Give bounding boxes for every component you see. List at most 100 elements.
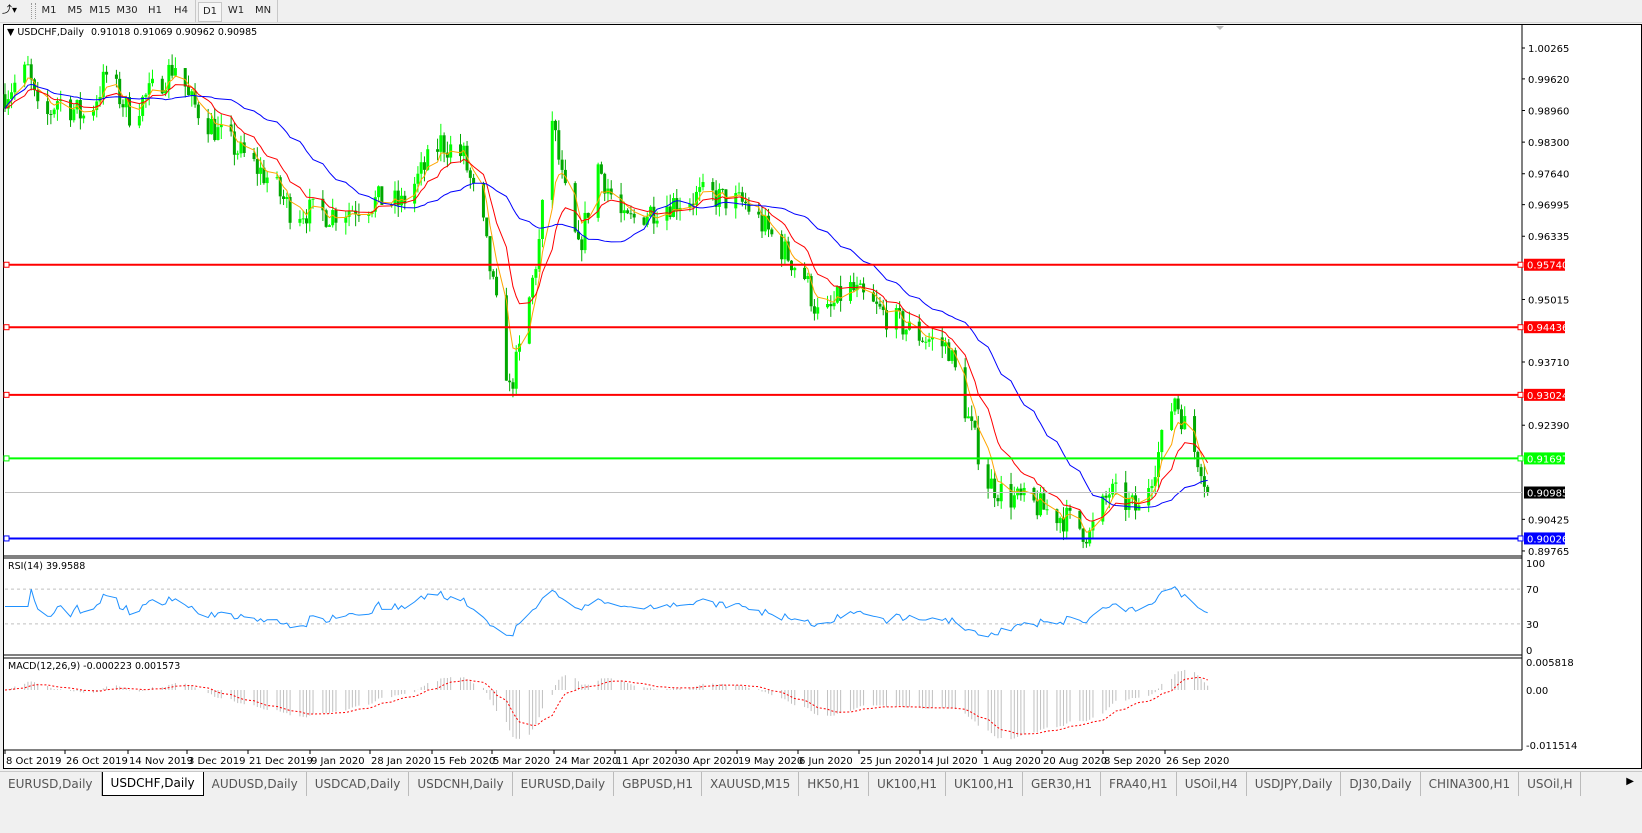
chart-tab[interactable]: XAUUSD,M15 — [702, 772, 800, 796]
candle-body — [583, 212, 587, 251]
chart-tab[interactable]: EURUSD,Daily — [0, 772, 102, 796]
candle-body — [767, 215, 771, 230]
timeframe-m15[interactable]: M15 — [89, 5, 111, 16]
candle-body — [668, 206, 672, 217]
chart-tab[interactable]: UK100,H1 — [869, 772, 946, 796]
candle-body — [665, 206, 669, 221]
timeframe-d1[interactable]: D1 — [198, 2, 222, 22]
candle-body — [75, 100, 79, 110]
candle-body — [491, 271, 495, 277]
candle-body — [950, 350, 954, 361]
timeframe-w1[interactable]: W1 — [227, 5, 245, 16]
candle-body — [1130, 495, 1134, 499]
chart-window[interactable] — [3, 24, 1642, 769]
time-axis-label: 26 Oct 2019 — [66, 756, 128, 767]
chart-tab[interactable]: USOil,H — [1519, 772, 1582, 796]
timeframe-m5[interactable]: M5 — [67, 5, 83, 16]
price-axis-label: 0.93710 — [1528, 358, 1569, 369]
candle-body — [1101, 495, 1105, 522]
candle-body — [23, 64, 27, 83]
candle-body — [367, 214, 371, 216]
candle-body — [481, 183, 485, 218]
draw-tools-icon[interactable]: ⤴▾ — [2, 5, 18, 16]
price-level-label: 0.94436 — [1527, 323, 1568, 334]
candle-body — [403, 195, 407, 204]
chart-tab[interactable]: GER30,H1 — [1023, 772, 1101, 796]
candle-body — [393, 190, 397, 205]
chart-tab[interactable]: FRA40,H1 — [1101, 772, 1177, 796]
candle-body — [816, 307, 820, 314]
candle-body — [1176, 398, 1180, 410]
chart-canvas[interactable]: 1.00265 0.99620 0.98960 0.98300 0.97640 0.969… — [0, 0, 1642, 770]
candle-body — [173, 68, 177, 76]
candle-body — [82, 115, 86, 119]
line-handle — [1517, 455, 1524, 462]
candle-body — [531, 277, 535, 298]
chart-tab[interactable]: DJ30,Daily — [1341, 772, 1421, 796]
chart-tab[interactable]: USDCNH,Daily — [409, 772, 513, 796]
candle-body — [537, 238, 541, 270]
candle-body — [655, 220, 659, 224]
rsi-axis-label: 70 — [1526, 585, 1539, 596]
timeframe-m1[interactable]: M1 — [41, 5, 57, 16]
price-axis-label: 0.96335 — [1528, 232, 1569, 243]
chart-tab[interactable]: UK100,H1 — [946, 772, 1023, 796]
candle-body — [46, 101, 50, 115]
candle-body — [619, 194, 623, 214]
chart-tab[interactable]: EURUSD,Daily — [513, 772, 615, 796]
candle-body — [970, 416, 974, 421]
candle-body — [645, 216, 649, 225]
toolbar-grip[interactable] — [31, 3, 36, 19]
collapse-triangle-icon[interactable]: ▼ — [7, 27, 15, 38]
candle-body — [540, 199, 544, 239]
candle-body — [881, 306, 885, 311]
candle-body — [413, 183, 417, 204]
chart-tab[interactable]: USDJPY,Daily — [1247, 772, 1342, 796]
price-label-box — [1524, 532, 1565, 545]
candle-body — [875, 301, 879, 304]
candle-body — [626, 210, 630, 214]
chart-tab[interactable]: CHINA300,H1 — [1421, 772, 1520, 796]
candle-body — [10, 92, 14, 100]
candle-body — [989, 478, 993, 489]
candle-body — [580, 239, 584, 251]
candle-body — [344, 216, 348, 223]
chart-tab[interactable]: USDCHF,Daily — [101, 772, 204, 796]
candle-body — [416, 173, 420, 184]
candle-body — [262, 167, 266, 184]
candle-body — [426, 149, 430, 170]
candle-body — [504, 295, 508, 381]
chart-tab[interactable]: GBPUSD,H1 — [614, 772, 702, 796]
chart-tab[interactable]: HK50,H1 — [799, 772, 869, 796]
candle-body — [59, 99, 63, 102]
scroll-right-icon[interactable]: ▶ — [1626, 776, 1634, 787]
timeframe-h4[interactable]: H4 — [174, 5, 188, 16]
candle-body — [334, 210, 338, 223]
candle-body — [52, 109, 56, 115]
chart-tab[interactable]: USOil,H4 — [1177, 772, 1247, 796]
candle-body — [599, 164, 603, 174]
time-axis-label: 21 Dec 2019 — [249, 756, 313, 767]
candle-body — [3, 94, 7, 109]
candle-body — [105, 71, 109, 75]
candle-body — [1016, 488, 1020, 496]
candle-body — [327, 225, 331, 227]
chart-tab[interactable]: USDCAD,Daily — [307, 772, 410, 796]
candle-body — [1147, 488, 1151, 506]
candle-body — [921, 340, 925, 342]
timeframe-m30[interactable]: M30 — [116, 5, 138, 16]
candle-body — [193, 91, 197, 105]
candle-body — [826, 304, 830, 308]
macd-axis-label: -0.011514 — [1526, 741, 1577, 752]
candle-body — [265, 177, 269, 184]
candle-body — [69, 99, 73, 121]
time-axis-label: 5 Mar 2020 — [493, 756, 550, 767]
chart-tab[interactable]: AUDUSD,Daily — [204, 772, 307, 796]
timeframe-h1[interactable]: H1 — [148, 5, 162, 16]
candle-body — [763, 215, 767, 232]
time-axis-label: 14 Jul 2020 — [921, 756, 978, 767]
candle-body — [917, 321, 921, 341]
chart-title: ▼ USDCHF,Daily 0.91018 0.91069 0.90962 0… — [7, 27, 258, 38]
candle-body — [1088, 530, 1092, 544]
timeframe-mn[interactable]: MN — [254, 5, 272, 16]
